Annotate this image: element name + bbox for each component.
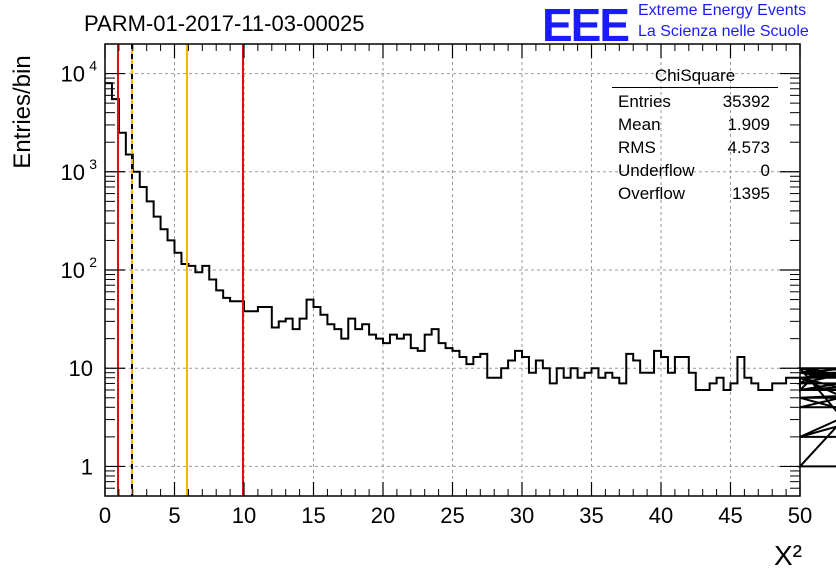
- stats-row: RMS 4.573: [612, 136, 778, 159]
- x-tick-label: 40: [649, 503, 673, 528]
- stats-value: 1395: [732, 184, 770, 203]
- stats-title: ChiSquare: [612, 66, 778, 88]
- chart-title: PARM-01-2017-11-03-00025: [84, 11, 364, 36]
- stats-label: Mean: [618, 115, 661, 134]
- y-tick-label: 10: [61, 160, 85, 185]
- stats-row: Mean 1.909: [612, 113, 778, 136]
- x-tick-label: 0: [99, 503, 111, 528]
- stats-rows: Entries 35392 Mean 1.909 RMS 4.573 Underflow 0 O…: [612, 90, 778, 205]
- stats-label: RMS: [618, 138, 656, 157]
- y-tick-label: 1: [81, 454, 93, 479]
- eee-logo: EEE Extreme Energy Events La Scienza nel…: [542, 0, 836, 51]
- y-tick-exponent: 3: [89, 156, 97, 172]
- y-tick-label: 10: [61, 62, 85, 87]
- y-tick-exponent: 2: [89, 254, 97, 270]
- x-tick-label: 20: [371, 503, 395, 528]
- x-tick-label: 45: [718, 503, 742, 528]
- stats-label: Overflow: [618, 184, 686, 203]
- x-tick-label: 10: [232, 503, 256, 528]
- logo-mark: EEE: [542, 0, 630, 51]
- logo-line-2: La Scienza nelle Scuole: [638, 23, 809, 40]
- logo-line-1: Extreme Energy Events: [638, 2, 807, 19]
- x-tick-label: 15: [301, 503, 325, 528]
- stats-value: 35392: [722, 92, 770, 111]
- grid-lines: [105, 44, 800, 496]
- x-tick-label: 35: [579, 503, 603, 528]
- x-axis-label: X²: [774, 540, 802, 571]
- stats-value: 4.573: [727, 138, 770, 157]
- x-tick-labels: 0 5 10 15 20 25 30 35 40 45 50: [99, 503, 812, 528]
- x-tick-label: 50: [788, 503, 812, 528]
- x-tick-label: 5: [168, 503, 180, 528]
- cut-lines: [117, 44, 244, 496]
- y-tick-exponent: 4: [89, 58, 97, 74]
- y-tick-label: 10: [61, 258, 85, 283]
- stats-value: 1.909: [727, 115, 770, 134]
- stats-label: Entries: [618, 92, 671, 111]
- x-tick-label: 25: [440, 503, 464, 528]
- y-tick-label: 10: [69, 356, 93, 381]
- stats-row: Overflow 1395: [612, 182, 778, 205]
- stats-label: Underflow: [618, 161, 695, 180]
- stats-value: 0: [760, 161, 770, 180]
- histogram: [105, 82, 836, 468]
- axis-ticks: [104, 44, 801, 496]
- y-axis-label: Entries/bin: [9, 55, 36, 168]
- x-tick-label: 30: [510, 503, 534, 528]
- stats-box: ChiSquare Entries 35392 Mean 1.909 RMS 4.573 U…: [612, 66, 778, 205]
- histogram-steps: [105, 82, 836, 468]
- stats-row: Underflow 0: [612, 159, 778, 182]
- stats-row: Entries 35392: [612, 90, 778, 113]
